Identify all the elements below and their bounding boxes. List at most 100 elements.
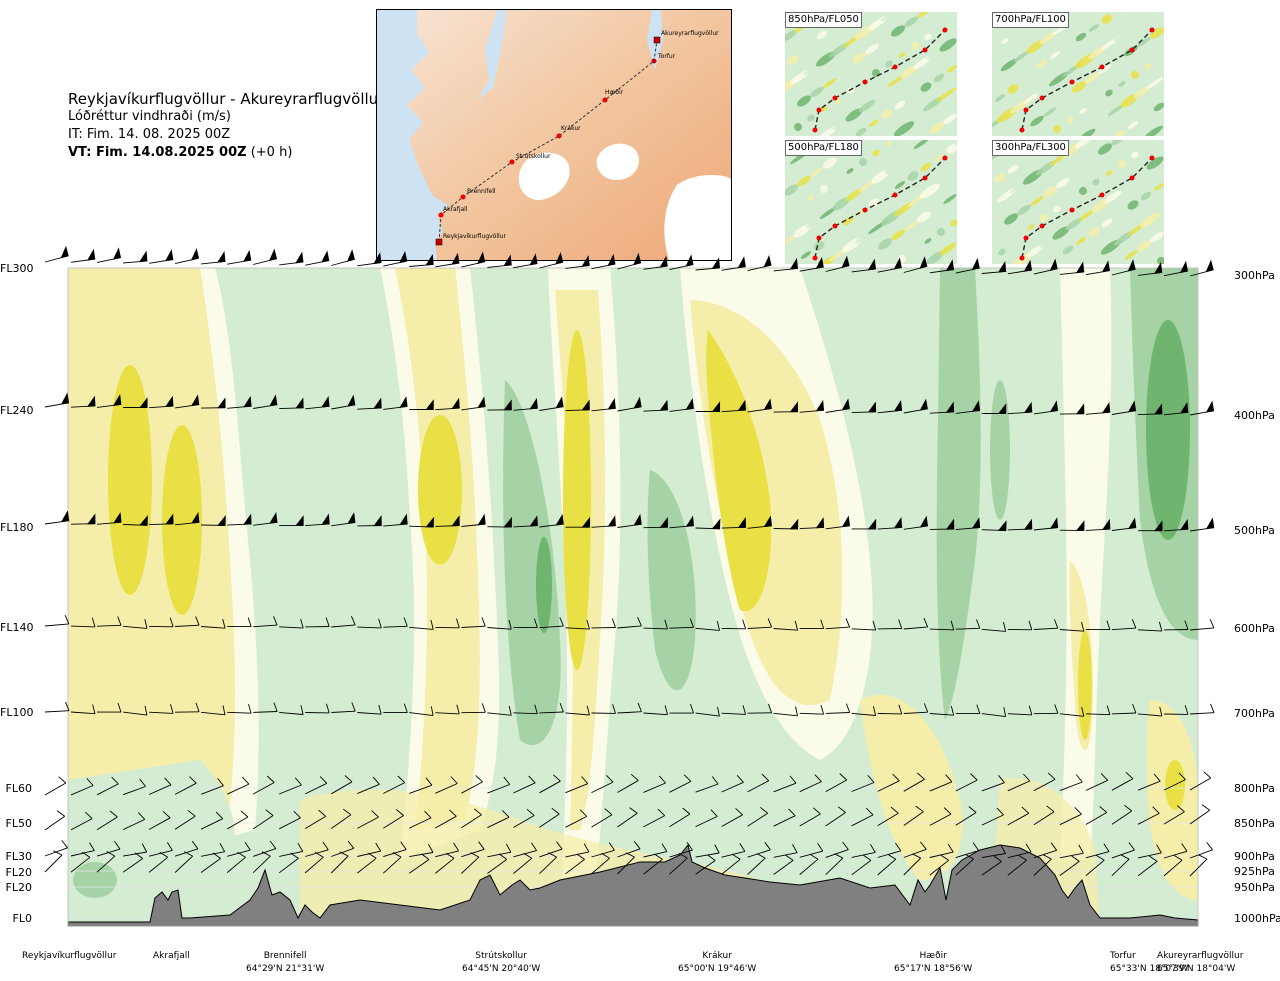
wind-barb-shaft: [669, 813, 691, 828]
wind-barb: [1111, 619, 1137, 631]
wind-barb: [44, 776, 67, 796]
wind-barb-flag: [576, 853, 585, 860]
inset-wind-cell: [1133, 85, 1151, 99]
wind-barb-pennant: [503, 254, 512, 267]
wind-barb-flag: [191, 840, 199, 850]
wind-barb: [851, 620, 877, 631]
wind-barb-shaft: [903, 711, 928, 714]
inset-route-marker: [942, 27, 948, 33]
wind-barb-flag: [1021, 806, 1030, 814]
wind-barb: [591, 774, 614, 794]
wind-barb: [825, 841, 849, 858]
wind-barb-pennant: [685, 254, 694, 267]
wind-barb-flag: [711, 776, 719, 785]
wind-barb-shaft: [435, 712, 460, 715]
inset-wind-cell: [1101, 14, 1113, 24]
inset-wind-cell: [939, 242, 957, 256]
wind-barb-shaft: [201, 711, 226, 716]
wind-barb: [669, 842, 693, 858]
inset-wind-cell: [907, 92, 919, 100]
wind-barb-shaft: [357, 857, 377, 874]
wind-barb-shaft: [1163, 779, 1186, 791]
wind-barb: [227, 617, 252, 628]
wind-barb-shaft: [409, 817, 432, 829]
inset-wind-cell: [1140, 111, 1152, 121]
wind-barb: [1007, 401, 1033, 415]
wind-barb-flag: [923, 703, 929, 713]
wind-barb: [513, 618, 538, 629]
wind-barb: [149, 395, 174, 409]
wind-barb-pennant: [841, 398, 850, 411]
wind-barb-flag: [1081, 621, 1085, 632]
wind-barb: [565, 853, 585, 875]
wind-barb-flag: [170, 704, 174, 714]
wind-barb-pennant: [113, 511, 122, 524]
wind-barb: [643, 619, 668, 630]
wind-barb: [174, 248, 200, 265]
wind-barb: [487, 619, 512, 630]
wind-barb: [123, 515, 148, 526]
inset-route-marker: [862, 207, 868, 213]
wind-barb-shaft: [591, 814, 613, 828]
inset-wind-cell: [884, 161, 902, 175]
wind-barb-pennant: [87, 395, 96, 407]
inset-route-marker: [1129, 175, 1135, 181]
wind-barb-shaft: [253, 624, 278, 628]
wind-barb-flag: [325, 617, 330, 627]
wind-barb: [383, 775, 406, 794]
wind-barb-shaft: [851, 712, 876, 716]
inset-wind-cell: [907, 171, 919, 181]
wind-barb: [175, 702, 200, 713]
wind-barb-shaft: [539, 848, 563, 858]
wind-barb-flag: [664, 705, 668, 715]
wind-barb-shaft: [721, 858, 741, 875]
inset-wind-cell: [887, 75, 905, 87]
wind-barb-flag: [425, 777, 433, 786]
wind-barb-pennant: [191, 511, 200, 524]
wind-barb-pennant: [217, 397, 226, 409]
wind-barb-shaft: [357, 626, 382, 629]
inset-wind-cell: [832, 197, 850, 211]
wind-barb-shaft: [331, 814, 352, 829]
wind-barb-flag: [993, 855, 1002, 862]
wind-barb-pennant: [295, 251, 304, 264]
wind-barb-flag: [222, 618, 226, 629]
wind-barb-flag: [318, 809, 327, 817]
wind-barb: [513, 808, 535, 828]
inset-wind-cell: [1131, 151, 1139, 159]
zone-strong-down-5: [706, 330, 772, 612]
wind-barb: [1163, 518, 1189, 532]
wind-barb: [825, 618, 851, 630]
inset-route-marker: [1019, 255, 1025, 261]
wind-barb: [695, 854, 716, 875]
inset-wind-cell: [1139, 212, 1161, 228]
wind-barb-flag: [478, 841, 485, 850]
inset-wind-cell: [919, 183, 941, 199]
wind-barb: [981, 855, 1002, 876]
wind-barb: [279, 618, 304, 629]
wind-barb-pennant: [971, 517, 981, 529]
wind-barb-shaft: [903, 811, 924, 826]
wind-barb-pennant: [269, 512, 278, 524]
wind-barb-pennant: [477, 396, 486, 409]
wind-barb-flag: [106, 851, 116, 857]
wind-barb: [305, 250, 330, 266]
wind-barb: [617, 841, 641, 858]
wind-barb-flag: [870, 843, 876, 853]
map-label-akureyri: Akureyrarflugvöllur: [661, 30, 719, 37]
wind-barb: [44, 245, 69, 263]
terrain-profile: [67, 843, 1199, 927]
wind-barb-shaft: [1007, 812, 1030, 826]
wind-barb-shaft: [1033, 858, 1052, 876]
wind-barb-flag: [629, 807, 638, 814]
inset-wind-cell: [1043, 186, 1057, 198]
wind-barb-flag: [1046, 805, 1055, 813]
wind-barb: [1085, 854, 1105, 876]
wind-barb: [721, 774, 744, 793]
wind-barb: [513, 852, 533, 874]
wind-barb-pennant: [139, 397, 148, 408]
wind-barb-flag: [756, 853, 766, 859]
inset-wind-cell: [868, 198, 880, 208]
wind-barb: [591, 515, 616, 528]
wind-barb: [435, 809, 457, 829]
